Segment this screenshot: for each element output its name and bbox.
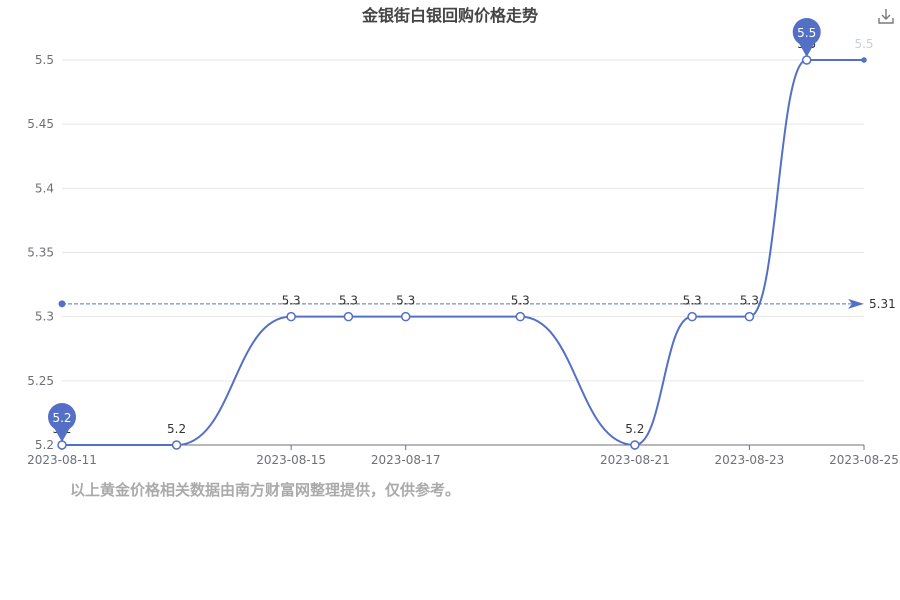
y-tick-label: 5.45 xyxy=(27,117,54,131)
data-label: 5.5 xyxy=(854,37,873,51)
data-label: 5.2 xyxy=(625,422,644,436)
data-point xyxy=(286,311,296,322)
average-line-arrow xyxy=(848,298,864,309)
data-point xyxy=(801,55,812,65)
mark-pin-label: 5.2 xyxy=(52,411,71,425)
x-tick-label: 2023-08-15 xyxy=(256,453,326,467)
x-tick-label: 2023-08-23 xyxy=(715,453,785,467)
mark-pin-tail xyxy=(53,426,71,442)
data-label: 5.2 xyxy=(167,422,186,436)
data-point xyxy=(630,440,640,450)
y-tick-label: 5.5 xyxy=(35,53,54,67)
data-label: 5.3 xyxy=(740,294,759,308)
data-label: 5.3 xyxy=(282,294,301,308)
data-label: 5.3 xyxy=(396,294,415,308)
data-label: 5.3 xyxy=(511,294,530,308)
chart-title: 金银街白银回购价格走势 xyxy=(361,6,538,25)
mark-pin-tail xyxy=(797,41,816,57)
y-tick-label: 5.2 xyxy=(35,438,54,452)
data-point xyxy=(400,311,411,322)
x-tick-label: 2023-08-11 xyxy=(27,453,97,467)
data-point xyxy=(57,440,67,450)
data-label: 5.5 xyxy=(797,37,816,51)
x-tick-label: 2023-08-17 xyxy=(371,453,441,467)
y-tick-label: 5.4 xyxy=(35,181,54,195)
mark-pin-label: 5.5 xyxy=(797,26,816,40)
data-point xyxy=(861,57,867,63)
average-line-label: 5.31 xyxy=(869,297,896,311)
x-tick-label: 2023-08-25 xyxy=(829,453,899,467)
data-point xyxy=(515,311,526,322)
mark-pin xyxy=(48,403,76,431)
data-point xyxy=(343,311,354,322)
data-label: 5.3 xyxy=(683,294,702,308)
y-tick-label: 5.25 xyxy=(27,374,54,388)
download-icon[interactable] xyxy=(876,6,896,26)
footnote: 以上黄金价格相关数据由南方财富网整理提供，仅供参考。 xyxy=(70,481,461,499)
data-point xyxy=(171,440,182,450)
average-line-start xyxy=(58,300,66,308)
y-tick-label: 5.35 xyxy=(27,246,54,260)
data-point xyxy=(687,311,697,322)
data-label: 5.2 xyxy=(52,422,71,436)
data-point xyxy=(744,311,755,322)
y-tick-label: 5.3 xyxy=(35,310,54,324)
series-line xyxy=(62,59,864,447)
x-tick-label: 2023-08-21 xyxy=(600,453,670,467)
data-label: 5.3 xyxy=(339,294,358,308)
